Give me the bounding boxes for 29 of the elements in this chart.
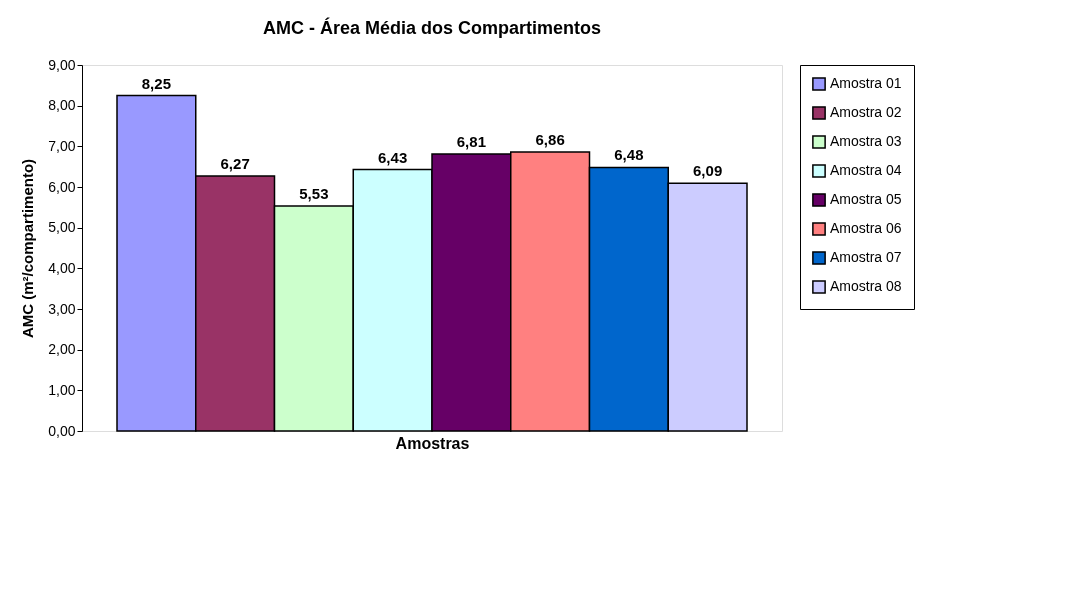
data-label: 6,09 [693,162,723,180]
y-tick-label: 8,00 [48,97,76,114]
data-label: 6,43 [378,148,408,166]
data-label: 8,25 [141,74,171,92]
legend-label: Amostra 08 [830,278,902,294]
y-tick-label: 6,00 [48,178,76,195]
x-axis-title: Amostras [395,434,470,452]
y-tick-label: 5,00 [48,219,76,236]
y-axis-title: AMC (m²/compartimento) [19,158,37,339]
legend-label: Amostra 01 [830,75,902,91]
data-label: 6,81 [456,133,486,151]
chart-title: AMC - Área Média dos Compartimentos [262,17,602,38]
legend-label: Amostra 03 [830,133,902,149]
y-tick-label: 2,00 [48,341,76,358]
legend-label: Amostra 02 [830,104,902,120]
data-label: 5,53 [299,185,329,203]
data-label: 6,86 [535,131,565,149]
y-tick-label: 0,00 [48,422,76,439]
legend-label: Amostra 07 [830,249,902,265]
legend-label: Amostra 04 [830,162,902,178]
y-tick-label: 9,00 [48,56,76,73]
y-tick-label: 4,00 [48,259,76,276]
legend-label: Amostra 06 [830,220,902,236]
y-tick-label: 1,00 [48,381,76,398]
data-label: 6,27 [220,155,250,173]
y-tick-label: 7,00 [48,137,76,154]
data-label: 6,48 [614,146,644,164]
y-tick-label: 3,00 [48,300,76,317]
legend-label: Amostra 05 [830,191,902,207]
